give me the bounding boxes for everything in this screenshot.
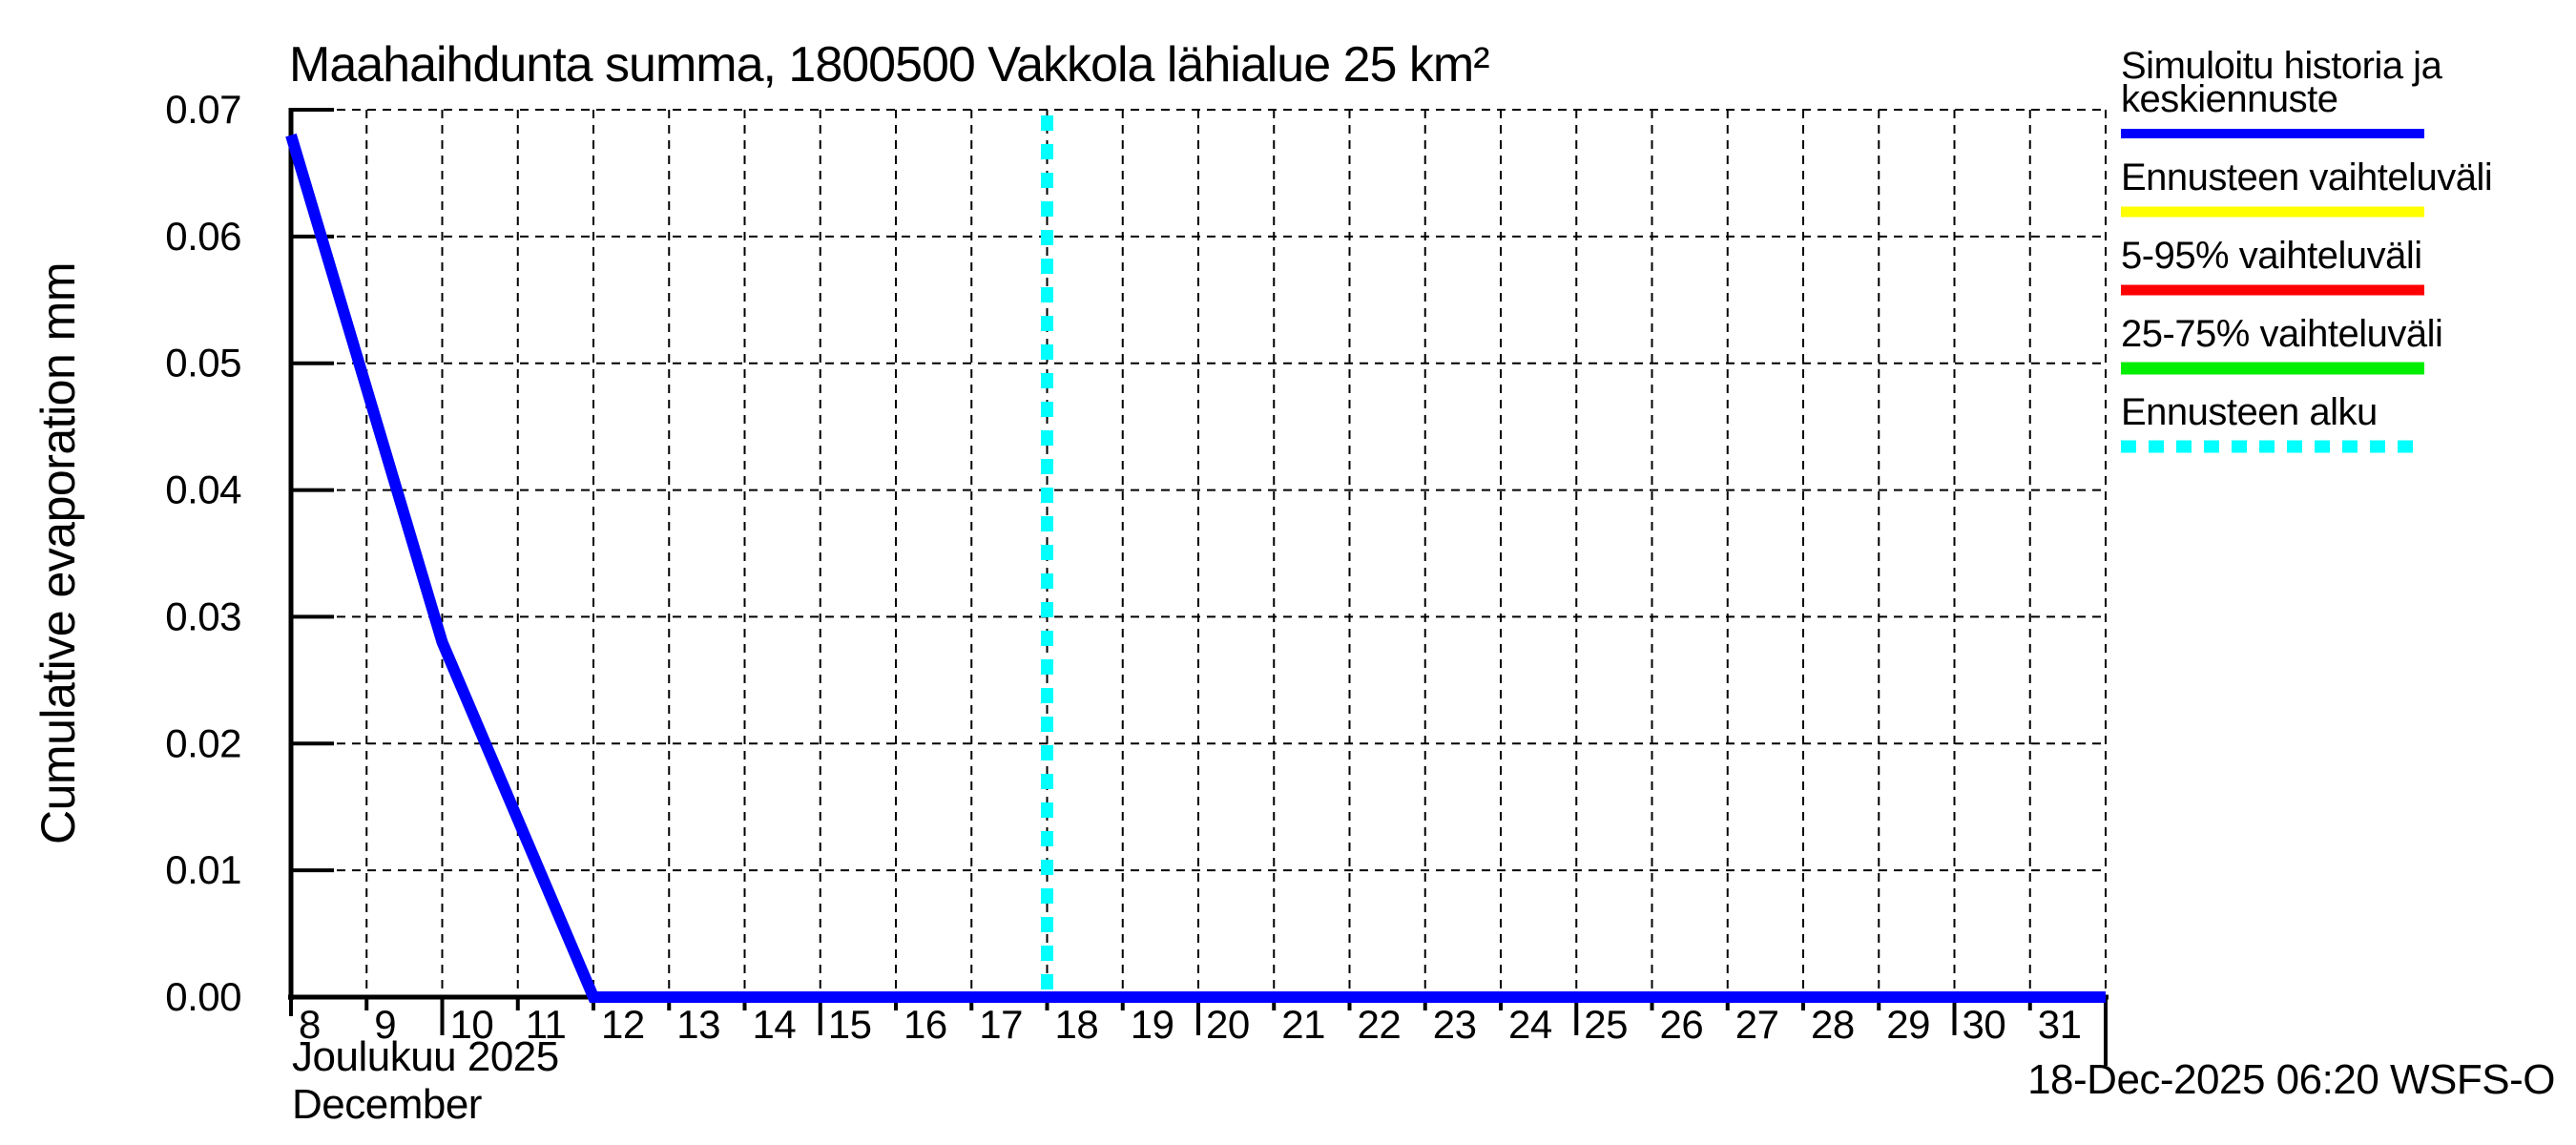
x-tick-label: 25: [1584, 1002, 1628, 1047]
timestamp: 18-Dec-2025 06:20 WSFS-O: [2027, 1056, 2555, 1103]
x-tick-label: 20: [1206, 1002, 1250, 1047]
x-tick-label: 19: [1131, 1002, 1174, 1047]
x-tick-label: 21: [1281, 1002, 1325, 1047]
x-tick-label: 17: [979, 1002, 1023, 1047]
x-tick-label: 11: [526, 1002, 567, 1047]
x-tick-label: 15: [828, 1002, 872, 1047]
x-tick-label: 10: [450, 1002, 494, 1047]
x-tick-label: 24: [1508, 1002, 1552, 1047]
x-tick-label: 28: [1811, 1002, 1855, 1047]
x-tick-label: 12: [601, 1002, 645, 1047]
legend-item: 5-95% vaihteluväli: [2121, 235, 2424, 296]
y-axis-title: Cumulative evaporation mm: [31, 262, 85, 844]
y-tick-label: 0.01: [165, 847, 241, 892]
y-tick-label: 0.05: [165, 341, 241, 385]
x-tick-label: 23: [1433, 1002, 1477, 1047]
chart-title: Maahaihdunta summa, 1800500 Vakkola lähi…: [289, 37, 1489, 93]
y-tick-label: 0.07: [165, 87, 241, 132]
data-line-simulated-history-mean-forecast: [285, 133, 2106, 1003]
month-label-english: December: [292, 1081, 482, 1128]
legend-label: Ennusteen alku: [2121, 391, 2378, 433]
x-tick-label: 14: [753, 1002, 797, 1047]
legend-label: Simuloitu historia ja: [2121, 45, 2443, 87]
month-label-finnish: Joulukuu 2025: [292, 1033, 559, 1080]
x-tick-label: 26: [1660, 1002, 1704, 1047]
legend-label: keskiennuste: [2121, 78, 2337, 120]
x-tick-label: 8: [299, 1002, 321, 1047]
x-tick-label: 31: [2038, 1002, 2082, 1047]
legend-item: Ennusteen vaihteluväli: [2121, 156, 2493, 218]
legend-item: 25-75% vaihteluväli: [2121, 313, 2443, 375]
y-tick-label: 0.06: [165, 214, 241, 259]
x-tick-label: 18: [1055, 1002, 1099, 1047]
y-tick-label: 0.00: [165, 974, 241, 1019]
x-tick-label: 22: [1358, 1002, 1402, 1047]
x-tick-label: 30: [1963, 1002, 2006, 1047]
x-tick-label: 9: [374, 1002, 396, 1047]
y-tick-label: 0.02: [165, 720, 241, 765]
legend-item: Ennusteen alku: [2121, 391, 2424, 453]
x-tick-label: 27: [1735, 1002, 1779, 1047]
legend-label: 25-75% vaihteluväli: [2121, 313, 2442, 355]
legend-label: 5-95% vaihteluväli: [2121, 235, 2422, 277]
y-tick-label: 0.04: [165, 468, 241, 512]
legend-label: Ennusteen vaihteluväli: [2121, 156, 2492, 198]
x-tick-label: 13: [676, 1002, 720, 1047]
x-tick-label: 16: [904, 1002, 947, 1047]
x-tick-label: 29: [1886, 1002, 1930, 1047]
y-tick-label: 0.03: [165, 593, 241, 638]
